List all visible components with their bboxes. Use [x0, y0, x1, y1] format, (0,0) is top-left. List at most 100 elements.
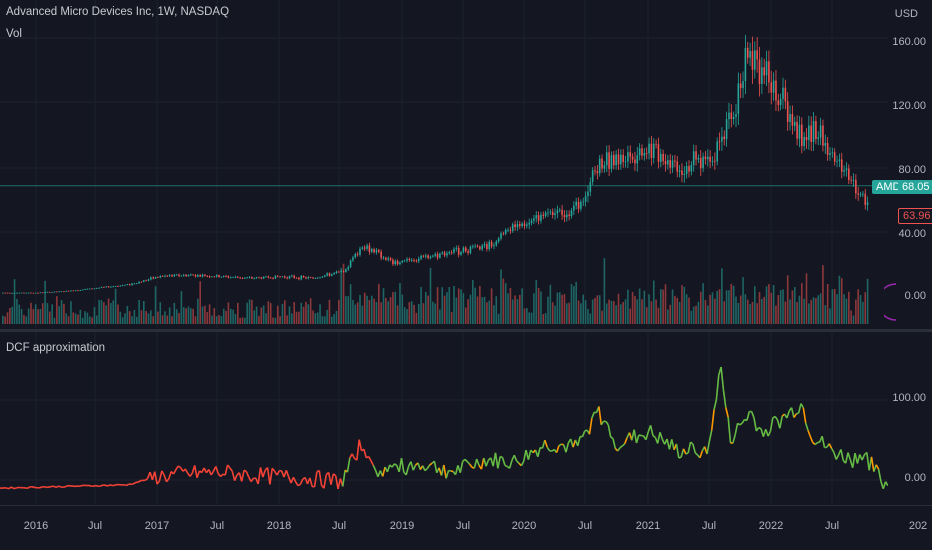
candle-body	[366, 245, 368, 249]
volume-bar	[742, 277, 744, 324]
low-price-tag[interactable]: 63.96	[898, 208, 932, 224]
volume-bar	[133, 309, 136, 324]
price-chart-pane[interactable]: Advanced Micro Devices Inc, 1W, NASDAQ V…	[0, 0, 888, 328]
volume-bar	[469, 294, 472, 324]
volume-bar	[763, 296, 765, 324]
candle-body	[718, 141, 721, 143]
dcf-line-segment	[588, 418, 593, 435]
candle-body	[342, 270, 345, 272]
candle-body	[373, 249, 375, 253]
candle-body	[793, 121, 796, 126]
dcf-line-segment	[323, 474, 328, 489]
volume-bar	[190, 308, 192, 324]
candle-body	[74, 290, 77, 292]
indicator-canvas[interactable]	[0, 332, 888, 504]
candle-body	[229, 277, 232, 279]
candle-body	[570, 210, 573, 216]
volume-bar	[307, 304, 310, 324]
volume-bar	[387, 301, 389, 324]
dcf-line-segment	[400, 458, 405, 473]
dcf-line-segment	[753, 417, 758, 432]
candle-body	[549, 211, 552, 213]
candle-body	[777, 100, 780, 105]
dcf-line-segment	[561, 443, 564, 446]
price-chart-canvas[interactable]	[0, 0, 888, 328]
candle-body	[260, 277, 263, 279]
dcf-line-segment	[53, 485, 57, 489]
candle-body	[636, 155, 639, 164]
candle-body	[815, 121, 817, 139]
volume-bar	[796, 301, 798, 324]
volume-bar	[537, 287, 540, 324]
candle-body	[321, 276, 324, 278]
volume-bar	[840, 278, 843, 324]
current-price-tag[interactable]: 68.05	[898, 180, 932, 194]
volume-bar	[403, 307, 406, 324]
volume-bar	[251, 299, 253, 324]
volume-bar	[587, 309, 589, 324]
volume-bar	[345, 296, 347, 324]
volume-bar	[526, 308, 528, 324]
candle-body	[474, 245, 476, 247]
dcf-line-segment	[884, 481, 888, 487]
volume-bar	[211, 315, 213, 324]
candle-body	[833, 152, 836, 162]
candle-body	[495, 241, 498, 246]
volume-bar	[246, 302, 248, 324]
volume-bar	[483, 296, 486, 324]
volume-bar	[845, 298, 848, 324]
dcf-line-segment	[44, 486, 47, 489]
candle-body	[514, 224, 516, 228]
candle-body	[500, 233, 502, 239]
candle-body	[138, 281, 140, 284]
dcf-line-segment	[734, 423, 739, 435]
indicator-pane[interactable]: DCF approximation	[0, 332, 888, 504]
candle-body	[732, 117, 735, 120]
symbol-tag[interactable]: AMD	[872, 180, 905, 194]
candle-body	[13, 292, 16, 294]
candle-body	[507, 229, 509, 231]
pane-separator[interactable]	[0, 329, 932, 332]
candle-body	[822, 125, 824, 146]
dcf-line-segment	[790, 407, 795, 418]
scale-toggle-icon[interactable]	[884, 282, 898, 322]
indicator-title[interactable]: DCF approximation	[6, 342, 106, 354]
candle-body	[810, 125, 812, 142]
candle-body	[801, 124, 803, 147]
candle-body	[309, 277, 312, 278]
volume-bar	[530, 312, 533, 324]
dcf-line-segment	[584, 429, 588, 432]
volume-bar	[667, 309, 669, 324]
volume-bar	[521, 288, 523, 324]
candle-body	[857, 193, 859, 195]
volume-bar	[63, 303, 65, 324]
dcf-line-segment	[184, 468, 189, 474]
candle-body	[711, 160, 714, 162]
candle-body	[641, 148, 643, 156]
dcf-line-segment	[95, 484, 99, 488]
dcf-line-segment	[156, 480, 161, 485]
volume-bar	[862, 301, 864, 324]
candle-body	[676, 161, 679, 172]
candle-body	[368, 245, 371, 252]
volume-legend[interactable]: Vol	[6, 28, 22, 40]
candle-body	[805, 136, 808, 141]
volume-axis-label-0: 0.00	[904, 290, 926, 302]
candle-body	[660, 153, 662, 162]
volume-bar	[328, 299, 331, 324]
volume-bar	[25, 316, 28, 324]
volume-bar	[314, 313, 317, 324]
dcf-line-segment	[687, 441, 692, 454]
symbol-title[interactable]: Advanced Micro Devices Inc, 1W, NASDAQ	[6, 6, 230, 18]
dcf-line-segment	[708, 430, 713, 442]
dcf-line-segment	[210, 470, 215, 476]
dcf-line-segment	[466, 461, 471, 465]
volume-bar	[535, 280, 538, 324]
dcf-line-segment	[739, 422, 743, 426]
candle-body	[829, 153, 831, 155]
candle-body	[519, 224, 521, 227]
volume-bar	[406, 309, 408, 324]
candle-body	[791, 114, 794, 126]
volume-bar	[791, 290, 794, 324]
candle-body	[98, 287, 100, 289]
